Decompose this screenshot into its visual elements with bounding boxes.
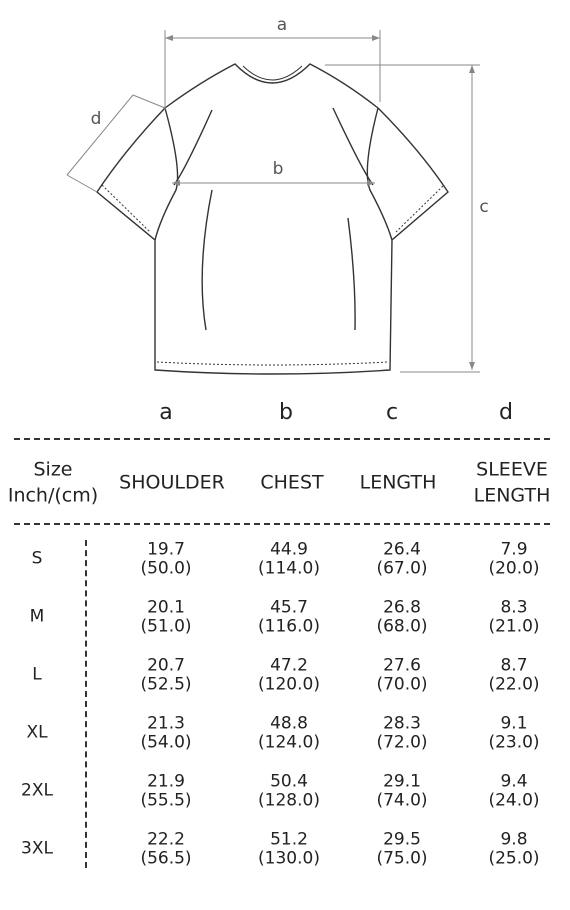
measurement: 51.2 xyxy=(270,829,308,850)
measurement: 29.1 xyxy=(383,771,421,792)
measurement: (54.0) xyxy=(140,732,192,753)
measurement: 48.8 xyxy=(270,713,308,734)
measurement: 22.2 xyxy=(147,829,185,850)
measurement: (67.0) xyxy=(376,558,428,579)
measurement: 26.4 xyxy=(383,539,421,560)
column-letter: c xyxy=(385,400,399,425)
measurement: 47.2 xyxy=(270,655,308,676)
measurement: (124.0) xyxy=(258,732,320,753)
size-label: M xyxy=(29,606,45,627)
size-label: S xyxy=(31,548,43,569)
measurement: (22.0) xyxy=(488,674,540,695)
divider xyxy=(85,540,87,868)
measurement: (120.0) xyxy=(258,674,320,695)
measurement: (56.5) xyxy=(140,848,192,869)
column-header: LENGTH xyxy=(359,471,437,494)
size-label: 3XL xyxy=(21,838,53,859)
size-label: XL xyxy=(26,722,48,743)
column-letter: b xyxy=(279,400,293,425)
measurement: 45.7 xyxy=(270,597,308,618)
measurement: (116.0) xyxy=(258,616,320,637)
measurement: (24.0) xyxy=(488,790,540,811)
measurement: 26.8 xyxy=(383,597,421,618)
measurement: 20.7 xyxy=(147,655,185,676)
column-header: CHEST xyxy=(260,471,324,494)
column-header: Inch/(cm) xyxy=(7,484,99,507)
column-header: Size xyxy=(33,458,73,481)
measurement: 50.4 xyxy=(270,771,308,792)
measurement: 21.9 xyxy=(147,771,185,792)
measurement: 8.3 xyxy=(500,597,528,618)
measurement: 19.7 xyxy=(147,539,185,560)
column-letter: d xyxy=(499,400,513,425)
measurement: 27.6 xyxy=(383,655,421,676)
measurement: (52.5) xyxy=(140,674,192,695)
measurement: (25.0) xyxy=(488,848,540,869)
measurement: (68.0) xyxy=(376,616,428,637)
measurement: 7.9 xyxy=(500,539,528,560)
measurement: (130.0) xyxy=(258,848,320,869)
measurement: (114.0) xyxy=(258,558,320,579)
measurement: 28.3 xyxy=(383,713,421,734)
measurement: 21.3 xyxy=(147,713,185,734)
dimension-label: a xyxy=(277,15,287,35)
measurement: 8.7 xyxy=(500,655,528,676)
column-header: SLEEVE xyxy=(476,458,548,481)
column-header: SHOULDER xyxy=(119,471,225,494)
measurement: (55.5) xyxy=(140,790,192,811)
measurement: (21.0) xyxy=(488,616,540,637)
size-label: L xyxy=(32,664,42,685)
size-label: 2XL xyxy=(21,780,53,801)
measurement: 44.9 xyxy=(270,539,308,560)
column-letter: a xyxy=(159,400,173,425)
measurement: (128.0) xyxy=(258,790,320,811)
measurement: (20.0) xyxy=(488,558,540,579)
measurement: (74.0) xyxy=(376,790,428,811)
dimension-label: d xyxy=(91,109,102,129)
dimension-label: c xyxy=(479,197,488,217)
measurement: 9.1 xyxy=(500,713,528,734)
shirt-diagram: a b c d xyxy=(66,15,489,375)
measurement: 29.5 xyxy=(383,829,421,850)
measurement: 9.4 xyxy=(500,771,528,792)
measurement: (72.0) xyxy=(376,732,428,753)
dimension-lines xyxy=(66,30,480,373)
measurement: (75.0) xyxy=(376,848,428,869)
dimension-label: b xyxy=(273,159,284,179)
measurement: 9.8 xyxy=(500,829,528,850)
measurement: (23.0) xyxy=(488,732,540,753)
measurement: (70.0) xyxy=(376,674,428,695)
shirt xyxy=(96,63,449,375)
divider xyxy=(14,438,550,440)
column-header: LENGTH xyxy=(473,484,551,507)
divider xyxy=(14,523,550,525)
measurement: (51.0) xyxy=(140,616,192,637)
measurement: 20.1 xyxy=(147,597,185,618)
measurement: (50.0) xyxy=(140,558,192,579)
